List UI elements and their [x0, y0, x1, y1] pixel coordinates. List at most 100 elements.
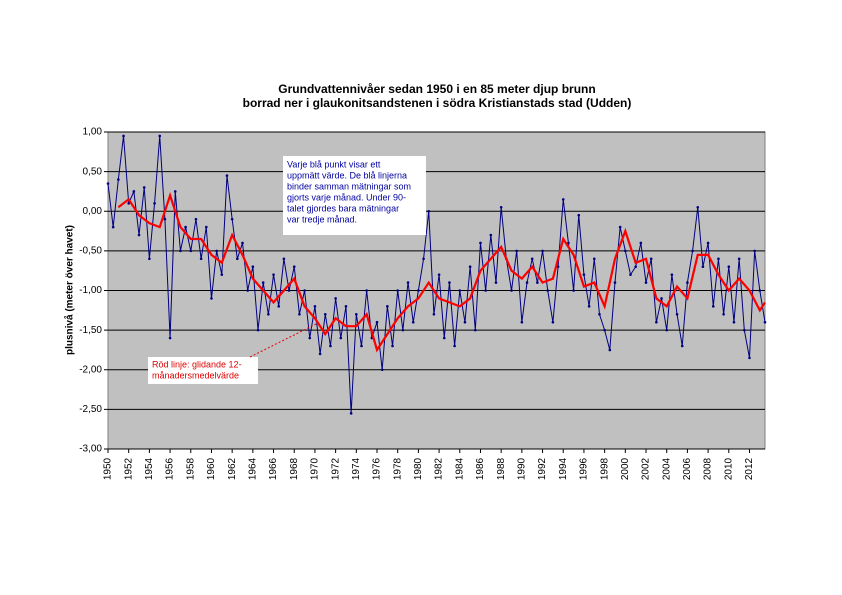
x-tick-label: 2010 — [723, 457, 734, 480]
data-point — [556, 265, 560, 269]
data-point — [230, 217, 234, 221]
y-tick-label: -0,50 — [79, 246, 102, 257]
x-tick-label: 2004 — [661, 457, 672, 480]
data-point — [479, 241, 482, 245]
data-point — [396, 289, 400, 292]
data-point — [711, 305, 715, 308]
data-point — [287, 289, 291, 292]
y-tick-label: -2,00 — [79, 364, 102, 375]
x-tick-label: 1982 — [434, 457, 445, 480]
data-point — [634, 265, 637, 269]
x-tick-label: 1984 — [454, 457, 465, 480]
data-point — [629, 273, 632, 276]
data-point — [691, 249, 694, 253]
data-point — [142, 186, 146, 189]
data-point — [587, 305, 591, 308]
annotation-box — [283, 156, 426, 235]
data-point — [624, 249, 627, 253]
data — [106, 134, 767, 415]
data-point — [303, 289, 306, 292]
x-tick-label: 1976 — [372, 457, 383, 480]
x-tick-label: 1980 — [413, 457, 424, 480]
data-point — [329, 344, 332, 348]
x-tick-label: 1970 — [310, 457, 321, 480]
chart-title: Grundvattennivåer sedan 1950 i en 85 met… — [278, 82, 595, 96]
data-point — [422, 257, 425, 261]
data-point — [117, 178, 120, 181]
data-point — [541, 249, 544, 253]
data-point — [153, 202, 156, 205]
data-point — [132, 190, 136, 193]
data-point — [272, 273, 275, 276]
x-tick-label: 1994 — [558, 457, 569, 480]
data-point — [277, 305, 281, 308]
data-point — [427, 209, 431, 213]
data-point — [401, 328, 405, 332]
x-tick-label: 1990 — [516, 457, 527, 480]
annotation-box — [148, 357, 258, 384]
data-point — [184, 225, 187, 229]
data-point — [758, 289, 762, 292]
x-tick-label: 2008 — [703, 457, 714, 480]
data-point — [282, 257, 286, 261]
data-point — [355, 312, 358, 316]
data-point — [111, 225, 115, 229]
data-point — [437, 273, 441, 276]
data-point — [598, 312, 601, 316]
data-point — [670, 273, 674, 276]
data-point — [261, 281, 265, 284]
data-point — [753, 249, 756, 253]
data-point — [225, 174, 229, 177]
data-point — [515, 249, 518, 253]
data-point — [484, 289, 487, 292]
annotation-text: gjorts varje månad. Under 90- — [287, 192, 406, 202]
data-point — [613, 281, 617, 284]
data-point — [210, 297, 213, 300]
y-tick-label: -1,50 — [79, 325, 102, 336]
data-point — [122, 134, 125, 138]
data-point — [215, 249, 218, 253]
data-point — [660, 297, 663, 300]
data-point — [743, 328, 746, 332]
data-point — [686, 281, 689, 284]
data-point — [256, 328, 260, 332]
x-tick-label: 1954 — [144, 457, 155, 480]
data-point — [251, 265, 255, 269]
y-tick-label: 1,00 — [83, 127, 103, 138]
data-point — [577, 213, 581, 217]
annotation-text: binder samman mätningar som — [287, 181, 411, 191]
data-point — [308, 336, 312, 340]
x-tick-label: 1974 — [351, 457, 362, 480]
data-point — [572, 289, 575, 292]
x-tick-label: 1972 — [330, 457, 341, 480]
annotation-text: månadersmedelvärde — [152, 370, 239, 380]
data-point — [737, 257, 741, 261]
y-tick-label: 0,00 — [83, 206, 103, 217]
annotation-leader — [249, 322, 319, 358]
data-point — [173, 190, 177, 193]
data-point — [520, 320, 524, 324]
data-point — [189, 249, 193, 253]
data-point — [323, 312, 327, 316]
data-point — [748, 356, 751, 360]
data-point — [649, 257, 653, 261]
data-point — [432, 312, 436, 316]
data-point — [246, 289, 249, 292]
data-point — [127, 202, 130, 205]
data-point — [727, 265, 731, 269]
data-point — [701, 265, 705, 269]
data-point — [706, 241, 710, 245]
data-point — [344, 305, 348, 308]
x-tick-label: 2002 — [641, 457, 652, 480]
data-point — [680, 344, 684, 348]
annotation-text: Varje blå punkt visar ett — [287, 159, 381, 169]
data-point — [458, 289, 462, 292]
data-point — [406, 281, 410, 284]
data-point — [644, 281, 648, 284]
data-point — [349, 412, 353, 415]
x-tick-label: 1964 — [247, 457, 258, 480]
data-point — [375, 320, 379, 324]
x-tick-label: 1958 — [185, 457, 196, 480]
